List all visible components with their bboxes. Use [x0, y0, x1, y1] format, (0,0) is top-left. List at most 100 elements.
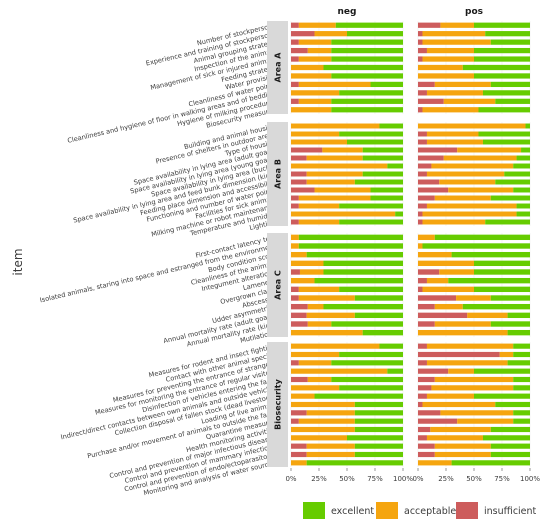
bar-segment-excellent: [474, 286, 530, 293]
bar-segment-acceptable: [291, 435, 347, 441]
bar-segment-excellent: [339, 131, 403, 137]
facet-header-neg: neg: [338, 7, 357, 17]
bar-segment-acceptable: [426, 343, 514, 349]
group-strip-label: Biosecurity: [274, 378, 283, 429]
bar-segment-excellent: [516, 211, 530, 217]
bar-segment-acceptable: [422, 107, 479, 113]
bar-segment-acceptable: [314, 187, 371, 193]
bar-segment-excellent: [490, 321, 530, 327]
bar-segment-insufficient: [418, 31, 423, 37]
bar-segment-insufficient: [291, 410, 307, 416]
bar-segment-insufficient: [418, 203, 427, 209]
bar-segment-acceptable: [434, 443, 491, 449]
bar-segment-insufficient: [418, 90, 427, 96]
bar-segment-acceptable: [291, 90, 340, 96]
bar-segment-excellent: [306, 460, 403, 466]
bar-segment-insufficient: [418, 443, 435, 449]
bar-segment-acceptable: [426, 47, 474, 54]
bar-segment-acceptable: [418, 64, 463, 71]
bar-segment-excellent: [314, 277, 403, 284]
bar-segment-insufficient: [418, 393, 427, 399]
bar-segment-acceptable: [426, 203, 517, 209]
bar-segment-acceptable: [434, 81, 491, 88]
bar-segment-excellent: [347, 31, 403, 37]
legend-swatch-excellent: [303, 502, 325, 519]
bar-segment-excellent: [507, 329, 530, 336]
bar-segment-excellent: [298, 234, 403, 241]
bar-segment-insufficient: [418, 187, 449, 193]
bar-segment-insufficient: [418, 277, 427, 284]
legend-swatch-acceptable: [376, 502, 398, 519]
bar-segment-excellent: [323, 64, 403, 71]
bar-segment-insufficient: [291, 187, 315, 193]
bar-segment-insufficient: [418, 171, 427, 177]
bar-segment-excellent: [513, 410, 530, 416]
bar-segment-excellent: [490, 443, 530, 449]
bar-segment-acceptable: [291, 64, 324, 71]
x-tick-label: 0%: [412, 475, 423, 483]
bar-segment-excellent: [362, 147, 403, 153]
bar-segment-excellent: [354, 451, 403, 458]
bar-segment-insufficient: [418, 360, 427, 366]
x-tick-label: 25%: [311, 475, 327, 483]
bar-segment-insufficient: [291, 360, 299, 366]
bar-segment-insufficient: [418, 376, 435, 383]
bar-segment-acceptable: [418, 123, 526, 129]
bar-segment-acceptable: [418, 460, 452, 466]
bar-segment-acceptable: [298, 286, 340, 293]
bar-segment-acceptable: [422, 401, 496, 408]
bar-segment-excellent: [448, 277, 530, 284]
bar-segment-insufficient: [291, 418, 299, 424]
bar-segment-insufficient: [418, 385, 432, 391]
bar-segment-excellent: [482, 90, 530, 96]
bar-segment-acceptable: [291, 426, 355, 433]
bar-segment-acceptable: [426, 435, 483, 441]
bar-segment-acceptable: [434, 195, 491, 201]
bar-segment-insufficient: [418, 286, 423, 293]
bar-segment-acceptable: [291, 260, 324, 267]
bar-segment-insufficient: [418, 211, 423, 217]
bar-segment-acceptable: [426, 139, 483, 145]
bar-segment-excellent: [478, 107, 530, 113]
bar-segment-acceptable: [306, 312, 355, 319]
bar-segment-insufficient: [418, 147, 458, 153]
x-tick-label: 50%: [466, 475, 482, 483]
bar-segment-acceptable: [298, 81, 371, 88]
bar-segment-acceptable: [298, 360, 332, 366]
bar-segment-acceptable: [426, 90, 483, 96]
bar-segment-acceptable: [298, 203, 340, 209]
bar-segment-excellent: [525, 123, 530, 129]
bar-segment-acceptable: [291, 73, 332, 79]
group-strip-label: Area C: [274, 270, 283, 300]
bar-segment-excellent: [474, 368, 530, 374]
bar-segment-acceptable: [291, 251, 307, 258]
bar-segment-acceptable: [426, 277, 449, 284]
group-strip: [267, 122, 288, 226]
bar-segment-acceptable: [298, 56, 332, 62]
bar-segment-acceptable: [298, 295, 355, 301]
bar-segment-excellent: [298, 243, 403, 249]
bar-segment-excellent: [339, 385, 403, 391]
x-tick-label: 75%: [494, 475, 510, 483]
bar-segment-acceptable: [422, 39, 491, 45]
bar-segment-acceptable: [291, 139, 347, 145]
bar-segment-excellent: [370, 195, 403, 201]
bar-segment-acceptable: [439, 269, 474, 275]
bar-segment-insufficient: [291, 312, 307, 319]
x-tick-label: 75%: [367, 475, 383, 483]
bar-segment-acceptable: [426, 131, 479, 137]
bar-segment-insufficient: [418, 269, 440, 275]
bar-segment-insufficient: [418, 98, 444, 104]
bar-segment-acceptable: [291, 385, 340, 391]
bar-segment-excellent: [495, 179, 530, 185]
bar-segment-acceptable: [306, 443, 355, 449]
bar-segment-acceptable: [443, 155, 517, 161]
bar-segment-excellent: [495, 98, 530, 104]
bar-segment-acceptable: [418, 251, 452, 258]
bar-segment-acceptable: [467, 312, 508, 319]
bar-segment-excellent: [507, 312, 530, 319]
group-strip: [267, 21, 288, 114]
bar-segment-excellent: [331, 360, 403, 366]
bar-segment-excellent: [474, 22, 530, 28]
